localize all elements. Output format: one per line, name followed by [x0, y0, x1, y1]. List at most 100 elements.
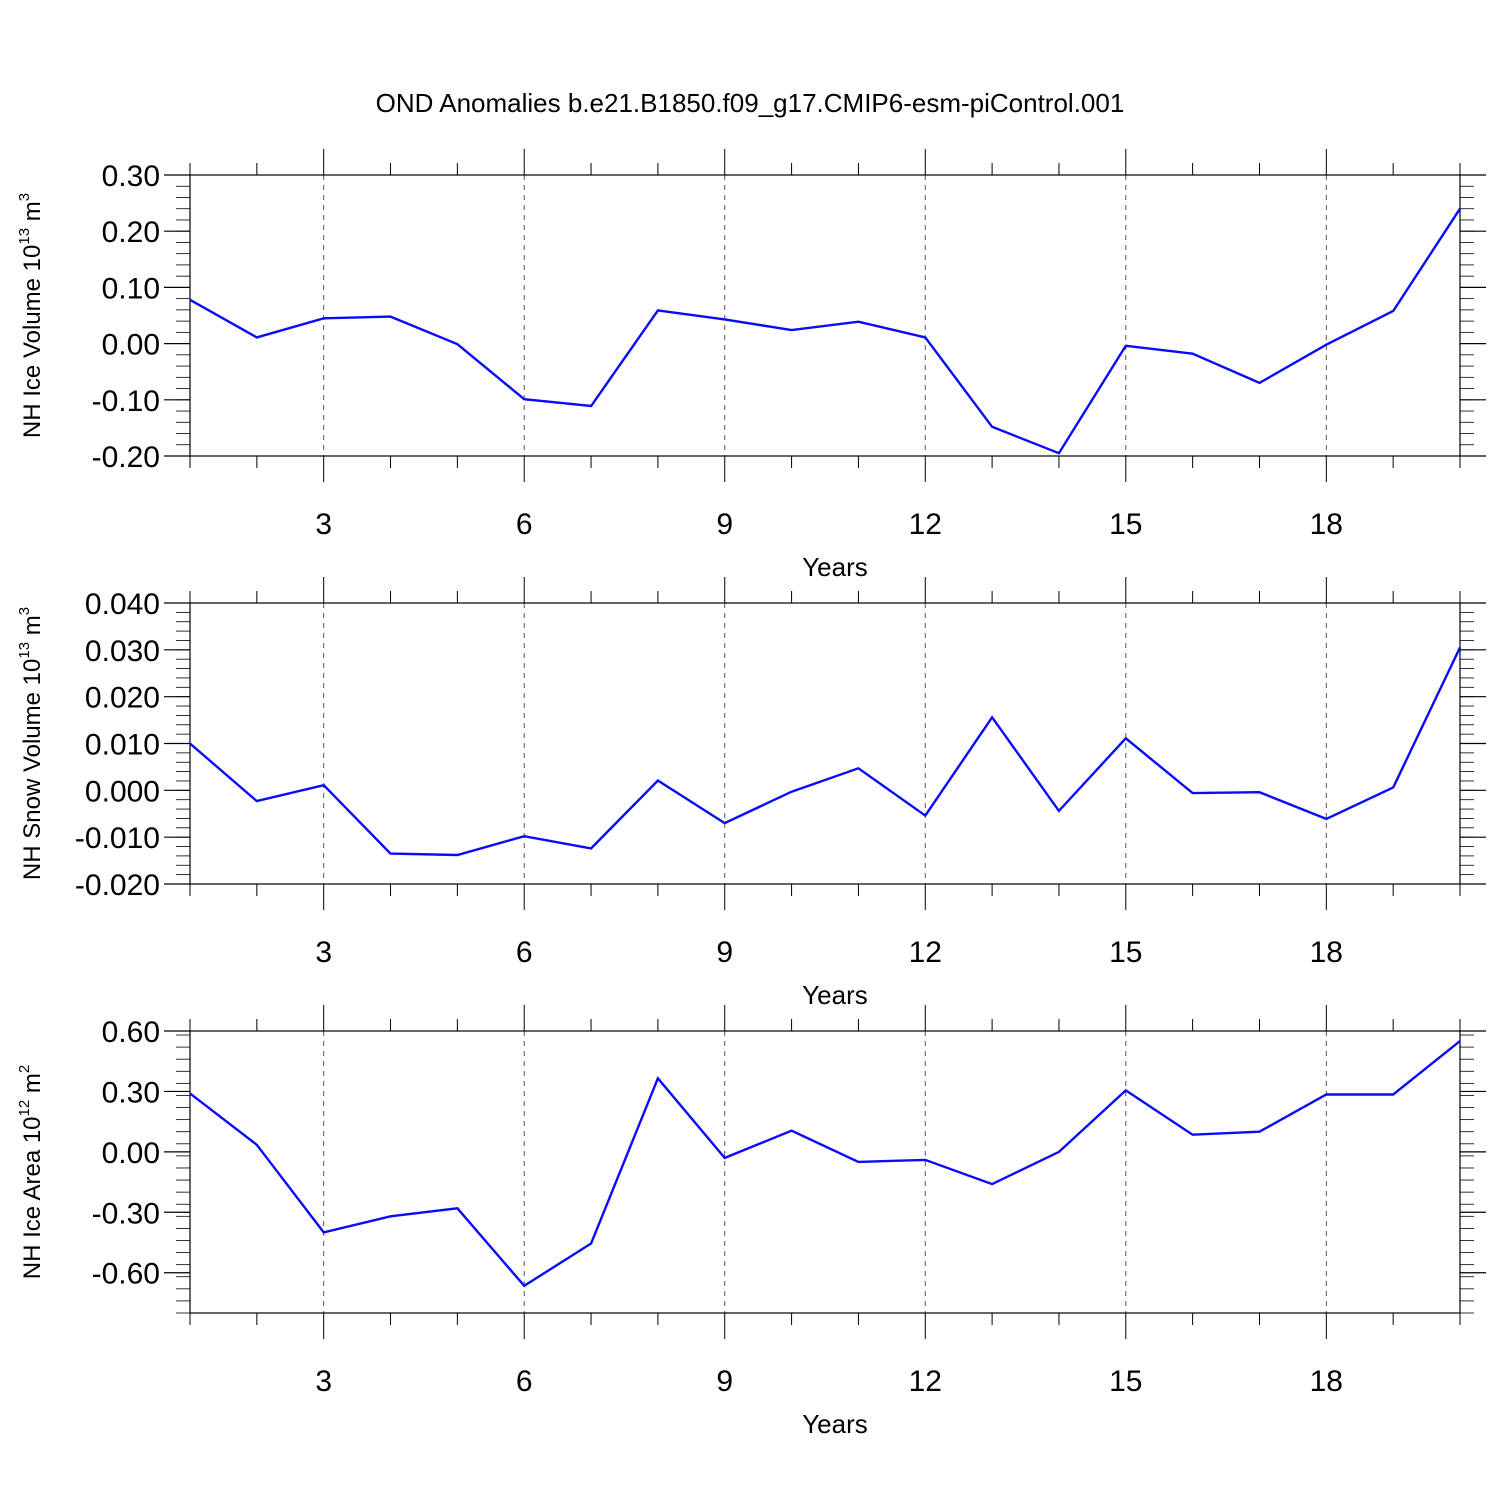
data-point [990, 715, 994, 719]
data-point [1191, 1133, 1195, 1137]
data-point [1124, 1088, 1128, 1092]
plot-frame [189, 174, 1461, 457]
data-point [1124, 736, 1128, 740]
data-point [923, 335, 927, 339]
data-point [1257, 1130, 1261, 1134]
data-point [188, 298, 192, 302]
data-point [522, 397, 526, 401]
data-point [656, 1076, 660, 1080]
y-axis-label-unit-exp: 3 [16, 193, 33, 201]
data-point [389, 852, 393, 856]
y-tick-label: 0.000 [85, 775, 160, 808]
data-point [522, 834, 526, 838]
data-point [589, 404, 593, 408]
data-point [856, 1160, 860, 1164]
data-point [455, 342, 459, 346]
y-axis-label: NH Snow Volume 1013 m3 [16, 607, 46, 880]
y-tick-label: -0.60 [92, 1258, 160, 1291]
data-point [1191, 352, 1195, 356]
y-axis-label-main: NH Ice Area 10 [19, 1116, 46, 1279]
data-point [322, 783, 326, 787]
data-point [322, 316, 326, 320]
y-axis-label: NH Ice Volume 1013 m3 [16, 193, 46, 438]
y-axis-label-main: NH Snow Volume 10 [19, 659, 46, 880]
data-point [1324, 1092, 1328, 1096]
data-point [1057, 809, 1061, 813]
data-point [723, 1156, 727, 1160]
data-point [389, 315, 393, 319]
data-point [1324, 817, 1328, 821]
y-tick-label: 0.30 [102, 160, 160, 193]
y-axis-label-unit: m [19, 201, 46, 228]
y-tick-label: 0.020 [85, 682, 160, 715]
data-point [322, 1230, 326, 1234]
x-tick-label: 18 [1310, 936, 1343, 969]
y-axis-label-exp: 13 [16, 228, 33, 245]
x-tick-label: 12 [909, 508, 942, 541]
data-point [656, 308, 660, 312]
data-point [1257, 790, 1261, 794]
y-tick-label: -0.010 [75, 822, 160, 855]
data-point [990, 1182, 994, 1186]
panel-2: -0.020 -0.010 0.000 0.010 0.020 0.030 0.040 3 6 9… [16, 577, 1486, 1010]
data-point [856, 320, 860, 324]
y-tick-label: 0.00 [102, 329, 160, 362]
data-point [389, 1214, 393, 1218]
data-point [255, 335, 259, 339]
data-point [1391, 309, 1395, 313]
data-point [188, 1091, 192, 1095]
x-tick-label: 6 [516, 508, 533, 541]
y-axis-label-main: NH Ice Volume 10 [19, 245, 46, 438]
x-axis-label: Years [802, 980, 868, 1010]
y-tick-label: -0.30 [92, 1197, 160, 1230]
x-tick-label: 6 [516, 936, 533, 969]
data-point [1391, 1092, 1395, 1096]
data-point [1458, 645, 1462, 649]
y-tick-label: -0.10 [92, 385, 160, 418]
data-point [656, 778, 660, 782]
data-point [522, 1284, 526, 1288]
panels: -0.20 -0.10 0.00 0.10 0.20 0.30 3 6 9 12 15 18 Years… [16, 149, 1486, 1439]
data-point [1391, 786, 1395, 790]
data-point [790, 1129, 794, 1133]
data-point [455, 1206, 459, 1210]
data-point [188, 742, 192, 746]
y-axis-label: NH Ice Area 1012 m2 [16, 1065, 46, 1279]
x-axis-label: Years [802, 552, 868, 582]
data-point [723, 317, 727, 321]
y-axis-label-exp: 12 [16, 1100, 33, 1117]
data-point [589, 846, 593, 850]
y-tick-label: 0.00 [102, 1137, 160, 1170]
plot-frame [189, 1030, 1461, 1314]
data-point [856, 766, 860, 770]
x-tick-label: 9 [716, 936, 733, 969]
data-point [723, 821, 727, 825]
x-tick-label: 15 [1109, 1365, 1142, 1398]
x-tick-label: 3 [315, 508, 332, 541]
chart-title: OND Anomalies b.e21.B1850.f09_g17.CMIP6-… [376, 88, 1125, 118]
data-point [923, 814, 927, 818]
data-point [1458, 207, 1462, 211]
data-point [990, 425, 994, 429]
panel-3: -0.60 -0.30 0.00 0.30 0.60 3 6 9 12 15 18 Years NH I… [16, 1005, 1486, 1439]
y-tick-label: 0.20 [102, 216, 160, 249]
data-point [1257, 381, 1261, 385]
x-tick-label: 6 [516, 1365, 533, 1398]
data-point [1324, 343, 1328, 347]
panel-1: -0.20 -0.10 0.00 0.10 0.20 0.30 3 6 9 12 15 18 Years… [16, 149, 1486, 582]
data-point [790, 790, 794, 794]
x-tick-label: 9 [716, 508, 733, 541]
y-tick-label: 0.030 [85, 635, 160, 668]
y-tick-label: 0.040 [85, 588, 160, 621]
data-point [923, 1158, 927, 1162]
data-point [589, 1242, 593, 1246]
series-line [189, 1040, 1461, 1288]
y-axis-label-unit-exp: 3 [16, 607, 33, 615]
y-axis-label-exp: 13 [16, 642, 33, 659]
data-point [1458, 1039, 1462, 1043]
x-tick-label: 12 [909, 1365, 942, 1398]
x-axis-label: Years [802, 1409, 868, 1439]
y-tick-label: 0.10 [102, 272, 160, 305]
y-tick-label: 0.30 [102, 1076, 160, 1109]
